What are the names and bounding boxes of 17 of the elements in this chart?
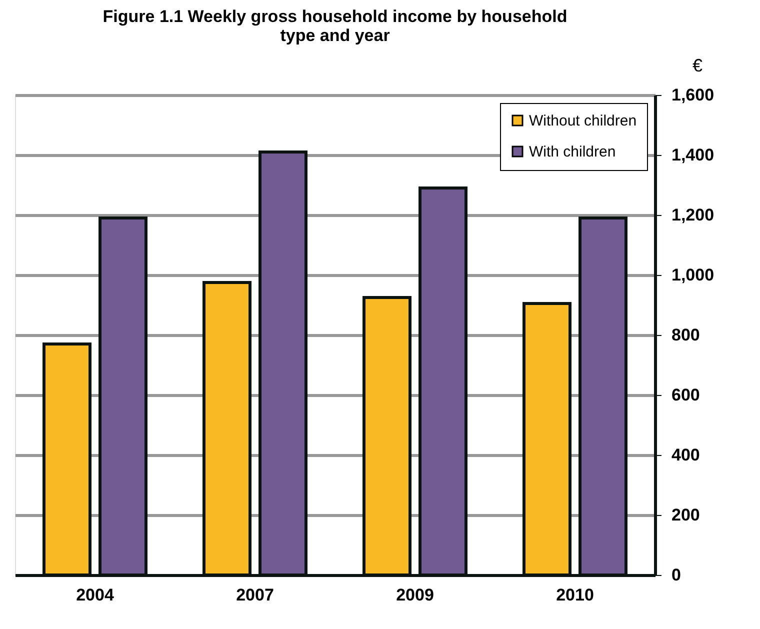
y-tick-label: 1,400 <box>672 146 714 164</box>
y-tick-label: 1,000 <box>672 266 714 284</box>
y-tick-label: 200 <box>672 506 700 524</box>
y-tick-label: 0 <box>672 566 681 584</box>
x-tick-label: 2009 <box>396 586 434 604</box>
x-tick-label: 2010 <box>556 586 594 604</box>
x-tick-label: 2007 <box>236 586 274 604</box>
y-tick-label: 1,200 <box>672 206 714 224</box>
y-tick-label: 800 <box>672 326 700 344</box>
y-tick-label: 400 <box>672 446 700 464</box>
y-tick-label: 600 <box>672 386 700 404</box>
chart-title: Figure 1.1 Weekly gross household income by household type and year <box>102 7 568 45</box>
legend-label: With children <box>529 144 616 160</box>
y-tick-label: 1,600 <box>672 86 714 104</box>
y-axis-title: € <box>692 56 703 76</box>
x-tick-label: 2004 <box>76 586 114 604</box>
legend-label: Without children <box>529 112 637 130</box>
